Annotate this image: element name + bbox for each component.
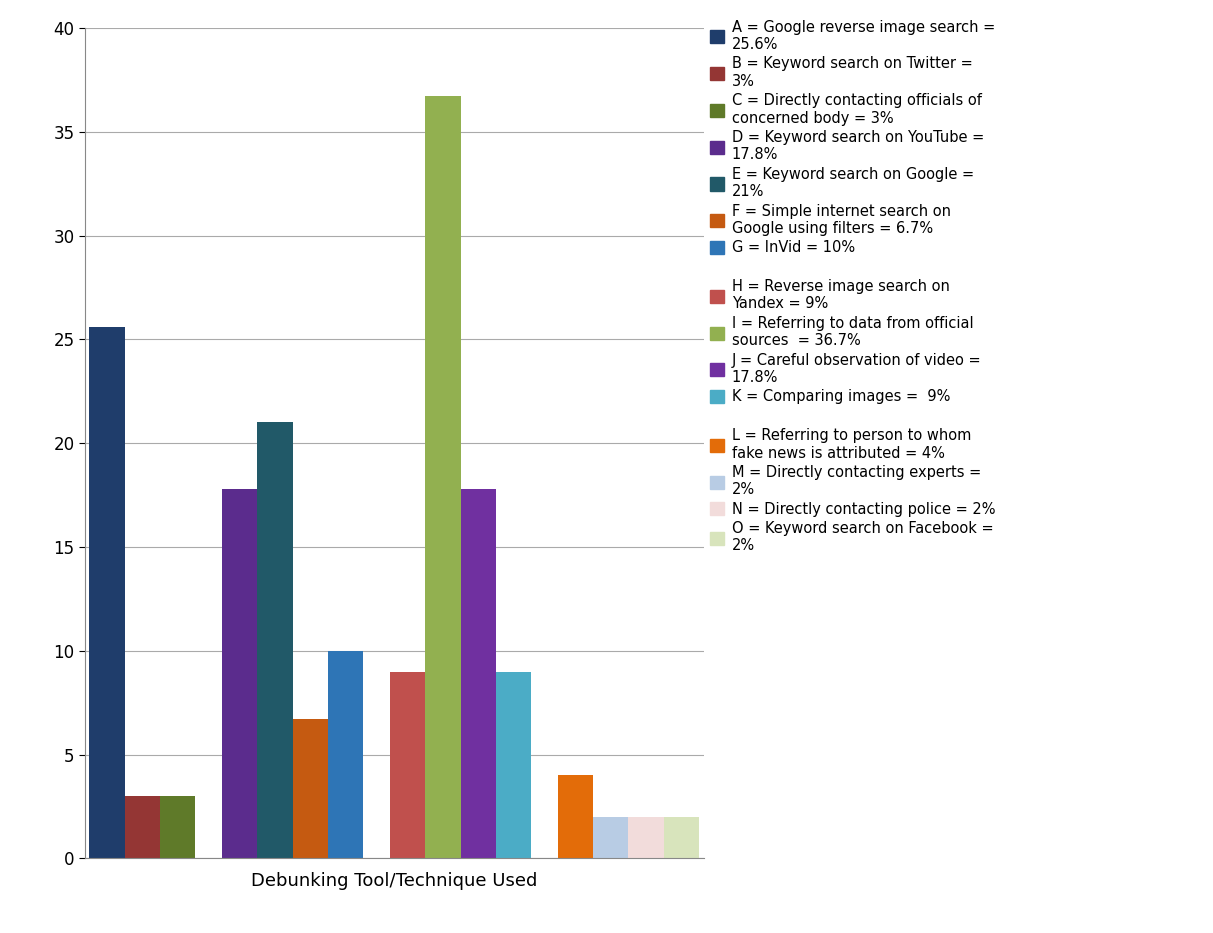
Bar: [628, 817, 664, 858]
Bar: [90, 327, 125, 858]
Bar: [664, 817, 699, 858]
Bar: [496, 672, 531, 858]
Bar: [328, 651, 363, 858]
Bar: [292, 719, 328, 858]
Bar: [425, 96, 461, 858]
Bar: [125, 796, 160, 858]
Bar: [257, 423, 292, 858]
Legend: A = Google reverse image search =
25.6%, B = Keyword search on Twitter =
3%, C =: A = Google reverse image search = 25.6%,…: [710, 20, 995, 553]
Bar: [461, 489, 496, 858]
Bar: [389, 672, 425, 858]
Bar: [558, 775, 593, 858]
X-axis label: Debunking Tool/Technique Used: Debunking Tool/Technique Used: [251, 872, 537, 890]
Bar: [160, 796, 195, 858]
Bar: [593, 817, 628, 858]
Bar: [222, 489, 257, 858]
